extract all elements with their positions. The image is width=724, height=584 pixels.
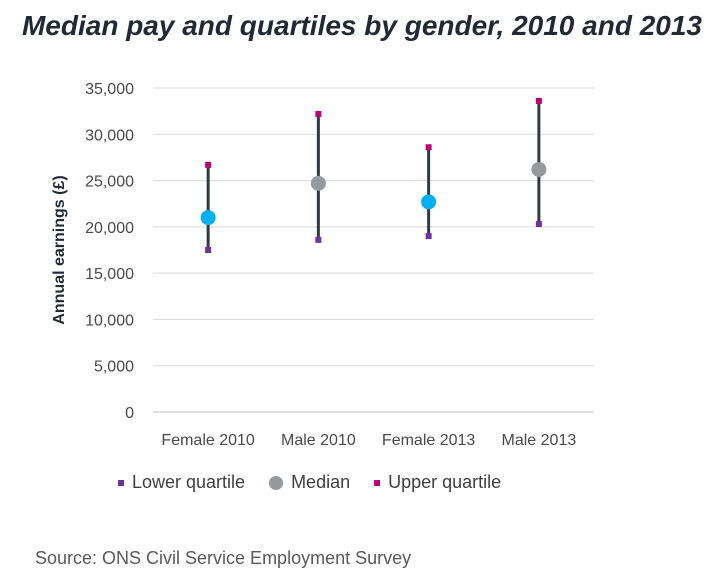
lower-quartile-point bbox=[535, 221, 542, 228]
y-tick-label: 10,000 bbox=[85, 312, 134, 329]
x-tick-labels: Female 2010 Male 2010 Female 2013 Male 2013 bbox=[161, 432, 576, 449]
upper-quartile-point bbox=[315, 110, 322, 117]
y-tick-label: 25,000 bbox=[85, 174, 134, 191]
median-point bbox=[200, 210, 216, 226]
legend-swatch-lower bbox=[118, 479, 124, 486]
median-point bbox=[310, 175, 326, 191]
legend-item-median: Median bbox=[269, 472, 350, 493]
x-tick-label: Female 2013 bbox=[382, 432, 475, 449]
y-tick-label: 30,000 bbox=[85, 127, 134, 144]
legend-swatch-upper bbox=[374, 479, 381, 486]
legend-item-upper: Upper quartile bbox=[374, 472, 501, 493]
legend-swatch-median bbox=[269, 475, 284, 490]
legend: Lower quartile Median Upper quartile bbox=[118, 472, 501, 493]
x-tick-label: Female 2010 bbox=[161, 432, 254, 449]
y-tick-label: 35,000 bbox=[85, 81, 134, 98]
legend-label-median: Median bbox=[291, 472, 351, 492]
y-tick-labels: 0 5,000 10,000 15,000 20,000 25,000 30,000 35,0… bbox=[85, 81, 134, 422]
x-tick-label: Male 2010 bbox=[281, 432, 356, 449]
legend-label-lower: Lower quartile bbox=[132, 472, 246, 492]
upper-quartile-point bbox=[535, 97, 542, 104]
legend-label-upper: Upper quartile bbox=[388, 472, 502, 492]
data-marks bbox=[200, 97, 547, 253]
y-tick-label: 20,000 bbox=[85, 220, 134, 237]
grid-lines bbox=[153, 87, 594, 367]
y-tick-label: 15,000 bbox=[85, 266, 134, 283]
lower-quartile-point bbox=[315, 236, 322, 243]
x-tick-label: Male 2013 bbox=[502, 432, 577, 449]
upper-quartile-point bbox=[205, 161, 212, 168]
legend-item-lower: Lower quartile bbox=[118, 472, 245, 493]
chart-title: Median pay and quartiles by gender, 2010… bbox=[21, 10, 703, 41]
y-axis-label: Annual earnings (£) bbox=[51, 175, 68, 324]
y-tick-label: 0 bbox=[125, 405, 134, 422]
source-note: Source: ONS Civil Service Employment Sur… bbox=[35, 548, 412, 568]
lower-quartile-point bbox=[205, 247, 212, 253]
chart: 0 5,000 10,000 15,000 20,000 25,000 30,000 35,0… bbox=[51, 81, 594, 449]
upper-quartile-point bbox=[425, 144, 432, 151]
lower-quartile-point bbox=[425, 233, 432, 240]
y-tick-label: 5,000 bbox=[94, 359, 134, 376]
median-point bbox=[531, 161, 547, 177]
median-point bbox=[421, 194, 437, 210]
